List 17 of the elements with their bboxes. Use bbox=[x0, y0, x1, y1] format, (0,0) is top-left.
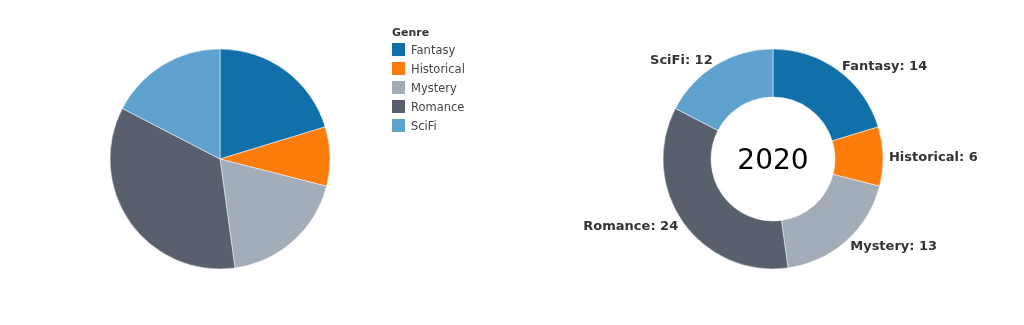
legend-label: Historical bbox=[411, 62, 465, 76]
legend-label: Mystery bbox=[411, 81, 458, 95]
data-label: : 13 bbox=[909, 238, 938, 254]
slice-label: SciFi bbox=[650, 52, 685, 68]
slice-label: Historical bbox=[888, 148, 959, 164]
legend-label: SciFi bbox=[411, 119, 437, 133]
legend-label: Fantasy bbox=[411, 43, 456, 57]
legend-title: Genre bbox=[392, 26, 430, 39]
slice-label: Fantasy bbox=[842, 58, 900, 74]
text: 2020 bbox=[737, 142, 809, 176]
slice-label: Romance bbox=[583, 218, 651, 234]
data-label: : 14 bbox=[899, 58, 928, 74]
data-label: : 24 bbox=[650, 218, 679, 234]
data-label: : 6 bbox=[959, 148, 978, 164]
data-label: : 12 bbox=[684, 52, 713, 68]
slice-label: Mystery bbox=[850, 238, 910, 254]
legend-label: Romance bbox=[411, 100, 465, 114]
